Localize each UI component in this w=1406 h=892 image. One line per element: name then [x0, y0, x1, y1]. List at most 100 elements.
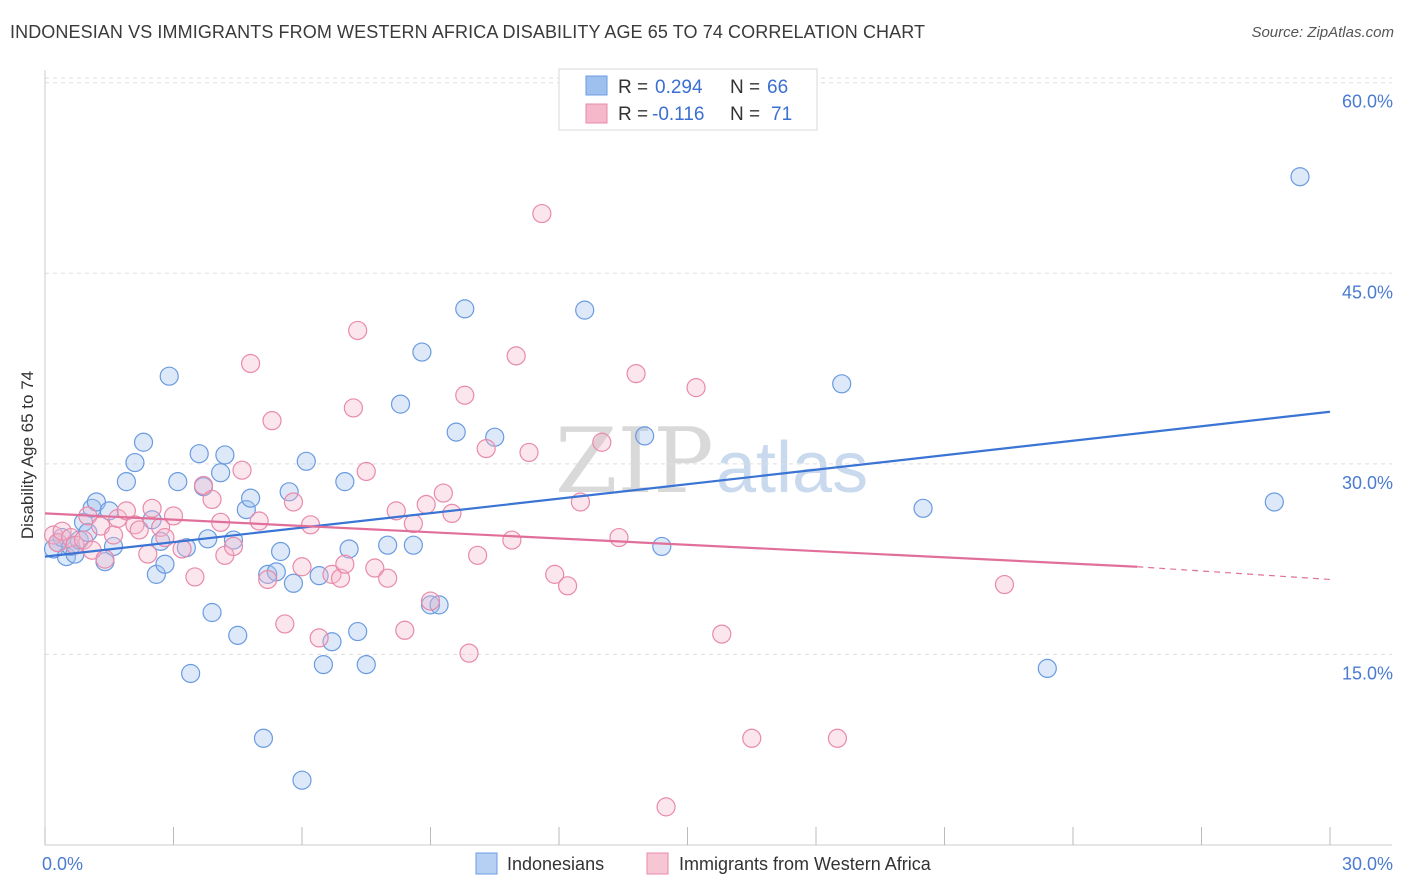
series-1-point-29	[249, 511, 269, 531]
legend-n-label-western-africa: N =	[730, 104, 760, 125]
legend-r-value-western-africa: -0.116	[652, 104, 704, 125]
series-0-point-48	[348, 621, 368, 642]
legend-swatch-indonesians	[585, 75, 608, 96]
series-1-point-56	[502, 530, 522, 550]
series-1-point-15	[138, 544, 158, 564]
series-0-point-38	[270, 541, 291, 562]
bottom-legend-label-western-africa: Immigrants from Western Africa	[679, 854, 932, 874]
axes	[44, 70, 1392, 846]
bottom-legend-swatch-western-africa	[646, 852, 669, 875]
series-0-point-35	[253, 728, 274, 748]
series-1-point-69	[742, 728, 762, 748]
series-points	[43, 167, 1310, 817]
series-0-point-65	[1290, 167, 1310, 187]
series-1-point-42	[356, 461, 376, 482]
series-1-point-26	[223, 536, 244, 557]
series-1-point-70	[827, 728, 848, 748]
series-0-point-16	[133, 432, 154, 452]
series-1-point-61	[557, 576, 578, 596]
series-0-point-34	[241, 488, 261, 508]
series-1-point-66	[656, 797, 676, 817]
series-1-point-31	[262, 411, 282, 431]
series-0-point-60	[635, 426, 655, 446]
series-1-point-22	[193, 475, 214, 496]
series-1-point-30	[258, 569, 278, 590]
y-axis-title: Disability Age 65 to 74	[18, 371, 37, 539]
series-0-point-30	[215, 445, 235, 465]
series-1-point-21	[185, 567, 205, 587]
series-0-point-66	[1264, 492, 1284, 512]
series-1-point-50	[433, 483, 453, 503]
bottom-legend-swatch-indonesians	[475, 852, 498, 875]
series-1-point-54	[468, 545, 488, 565]
bottom-legend: Indonesians Immigrants from Western Afri…	[475, 852, 932, 875]
series-0-point-44	[313, 654, 334, 675]
series-1-point-33	[283, 492, 304, 512]
watermark-atlas: atlas	[716, 428, 868, 508]
series-0-point-33	[236, 499, 256, 520]
series-0-point-63	[913, 498, 933, 518]
series-1-point-34	[292, 557, 312, 577]
series-1-point-63	[592, 432, 612, 452]
series-1-point-45	[386, 501, 406, 521]
series-0-point-24	[181, 663, 201, 684]
series-0-point-45	[322, 632, 342, 652]
series-0-point-56	[446, 422, 466, 442]
series-0-point-57	[455, 299, 475, 319]
series-0-point-14	[116, 472, 136, 492]
series-0-point-47	[339, 539, 359, 559]
tick-labels: 15.0% 30.0% 45.0% 60.0% 0.0% 30.0%	[42, 92, 1393, 874]
series-1-point-49	[420, 591, 441, 611]
series-1-point-47	[403, 513, 423, 534]
series-0-point-46	[335, 472, 355, 492]
legend-r-label-indonesians: R =	[618, 77, 648, 98]
legend-r-value-indonesians: 0.294	[655, 77, 703, 98]
series-1-point-43	[365, 558, 385, 578]
y-tick-label-0: 15.0%	[1342, 663, 1393, 683]
trend-lines	[44, 410, 1331, 581]
series-1-point-59	[532, 203, 552, 224]
series-1-point-44	[378, 568, 398, 588]
series-1-point-23	[202, 489, 222, 510]
series-0-point-52	[403, 535, 423, 555]
watermark: ZIP atlas	[555, 409, 868, 514]
series-0-point-32	[228, 625, 248, 645]
series-1-point-48	[416, 494, 436, 515]
series-0-point-28	[202, 602, 222, 623]
series-0-point-41	[292, 770, 312, 790]
legend-n-value-western-africa: 71	[771, 104, 792, 125]
series-1-point-32	[275, 614, 295, 634]
series-0-point-40	[283, 573, 304, 593]
y-tick-label-1: 30.0%	[1342, 473, 1393, 493]
series-0-point-22	[168, 472, 188, 492]
series-0-point-59	[575, 300, 595, 320]
series-1-point-64	[609, 527, 629, 548]
series-1-point-19	[163, 506, 184, 526]
series-0-point-61	[652, 536, 672, 557]
series-1-point-46	[395, 620, 415, 640]
series-1-point-40	[343, 398, 363, 418]
series-0-point-25	[189, 444, 209, 464]
series-0-point-29	[211, 463, 231, 483]
series-1-point-35	[300, 515, 321, 535]
series-1-point-20	[172, 539, 192, 559]
series-1-point-52	[455, 385, 475, 405]
series-0-point-39	[279, 482, 299, 502]
series-1-point-71	[994, 574, 1015, 595]
y-tick-label-3: 60.0%	[1342, 92, 1393, 112]
series-1-point-60	[545, 564, 565, 584]
series-0-point-49	[356, 654, 376, 675]
series-1-point-39	[335, 554, 355, 574]
chart-source: Source: ZipAtlas.com	[1251, 24, 1394, 41]
series-1-point-14	[129, 520, 149, 540]
series-1-point-68	[712, 624, 732, 644]
series-0-trend-line	[44, 410, 1331, 558]
series-0-point-15	[125, 452, 145, 473]
series-1-point-16	[142, 498, 162, 518]
legend-n-value-indonesians: 66	[767, 77, 788, 98]
x-tick-label-0: 0.0%	[42, 854, 83, 874]
bottom-legend-label-indonesians: Indonesians	[507, 854, 604, 874]
series-1-point-9	[95, 549, 115, 569]
series-1-trend-line	[44, 512, 1138, 568]
